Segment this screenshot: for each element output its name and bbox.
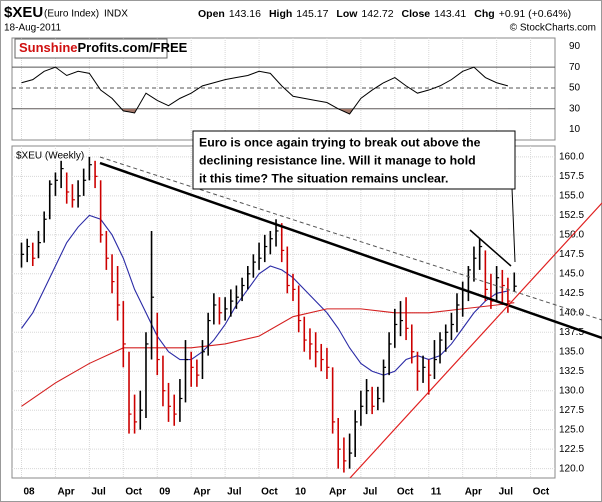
quote-label: Chg	[474, 8, 494, 20]
y-tick-label: 157.5	[559, 171, 584, 182]
y-tick-label: 140.0	[559, 307, 584, 318]
quote-label: Close	[402, 8, 431, 20]
y-tick-label: 70	[569, 62, 581, 73]
x-tick-label: 10	[295, 487, 307, 498]
y-tick-label: 150.0	[559, 229, 584, 240]
quote-value: 143.16	[229, 8, 261, 20]
quote-label: High	[269, 8, 292, 20]
x-tick-label: 08	[24, 487, 36, 498]
y-tick-label: 160.0	[559, 152, 584, 163]
y-tick-label: 10	[569, 124, 581, 135]
symbol: $XEU	[4, 4, 43, 21]
y-tick-label: 147.5	[559, 249, 584, 260]
annotation: Euro is once again trying to break out a…	[199, 135, 481, 149]
quote: Open 143.16 High 145.17 Low 142.72 Close 143.41…	[198, 8, 571, 20]
x-tick-label: Oct	[125, 487, 142, 498]
price-label: $XEU (Weekly)	[16, 151, 84, 162]
trendlines	[99, 156, 602, 478]
moving-average	[21, 302, 515, 407]
quote-value: 143.41	[434, 8, 466, 20]
y-tick-label: 137.5	[559, 327, 584, 338]
annotation: declining resistance line. Will it manag…	[199, 153, 476, 167]
date: 18-Aug-2011	[4, 23, 62, 34]
y-tick-label: 130.0	[559, 385, 584, 396]
x-tick-label: Jul	[91, 487, 106, 498]
quote-value: +0.91 (+0.64%)	[499, 8, 571, 20]
y-tick-label: 145.0	[559, 268, 584, 279]
y-tick-label: 142.5	[559, 288, 584, 299]
exchange: INDX	[104, 9, 128, 20]
rsi-line	[21, 66, 509, 115]
annotation: it this time? The situation remains uncl…	[199, 171, 448, 185]
x-tick-label: Oct	[261, 487, 278, 498]
x-tick-label: Apr	[329, 487, 346, 498]
short-trendline	[469, 229, 512, 267]
x-tick-label: Jul	[227, 487, 242, 498]
y-tick-label: 127.5	[559, 405, 584, 416]
y-tick-label: 155.0	[559, 191, 584, 202]
x-tick-label: 09	[159, 487, 171, 498]
x-tick-label: Apr	[465, 487, 482, 498]
y-tick-label: 50	[569, 83, 581, 94]
resistance-line	[99, 161, 602, 340]
support-line	[349, 202, 602, 478]
y-tick-label: 135.0	[559, 346, 584, 357]
logo-part: Profits.com/FREE	[78, 40, 188, 55]
index-name: (Euro Index)	[44, 9, 99, 20]
quote-label: Open	[198, 8, 225, 20]
moving-average	[21, 214, 509, 376]
x-tick-label: Apr	[193, 487, 210, 498]
quote-value: 142.72	[361, 8, 393, 20]
logo-box	[14, 38, 168, 59]
y-tick-label: 120.0	[559, 463, 584, 474]
x-tick-label: Apr	[57, 487, 74, 498]
pointer-line	[511, 187, 516, 263]
x-tick-label: Jul	[363, 487, 378, 498]
x-tick-label: Oct	[397, 487, 414, 498]
x-tick-label: Jul	[499, 487, 514, 498]
logo-part: Sunshine	[19, 40, 78, 55]
quote-value: 145.17	[296, 8, 328, 20]
quote-label: Low	[336, 8, 358, 20]
rsi-layer: 90 70 50 30 10	[12, 38, 581, 140]
logo: SunshineProfits.com/FREE	[19, 40, 188, 55]
x-tick-label: 11	[431, 487, 442, 498]
trendline-dashed	[99, 156, 602, 321]
y-tick-label: 132.5	[559, 366, 584, 377]
y-tick-label: 90	[569, 41, 581, 52]
price-panel	[11, 145, 556, 479]
y-tick-label: 152.5	[559, 210, 584, 221]
y-tick-label: 125.0	[559, 424, 584, 435]
annotation-box	[192, 130, 516, 190]
source: © StockCharts.com	[510, 23, 596, 34]
y-tick-label: 30	[569, 103, 581, 114]
x-tick-label: Oct	[533, 487, 550, 498]
y-tick-label: 122.5	[559, 444, 584, 455]
